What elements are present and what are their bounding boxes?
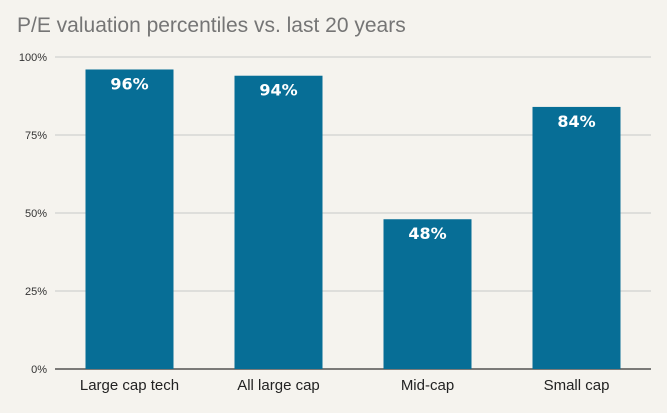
data-label: 94% [259,81,297,100]
bar [383,219,472,369]
y-tick-label: 75% [25,130,47,142]
bar [85,69,174,369]
x-tick-label: Large cap tech [80,377,179,394]
y-tick-label: 0% [31,364,47,376]
y-tick-label: 100% [19,52,47,64]
data-label: 96% [110,74,148,93]
data-label: 84% [557,112,595,131]
x-tick-label: All large cap [237,377,320,394]
bar [532,106,621,370]
y-tick-label: 50% [25,208,47,220]
bar [234,75,323,369]
y-tick-label: 25% [25,286,47,298]
x-tick-label: Mid-cap [401,377,454,394]
data-label: 48% [408,224,446,243]
x-tick-label: Small cap [544,377,610,394]
chart-title: P/E valuation percentiles vs. last 20 ye… [17,14,406,37]
